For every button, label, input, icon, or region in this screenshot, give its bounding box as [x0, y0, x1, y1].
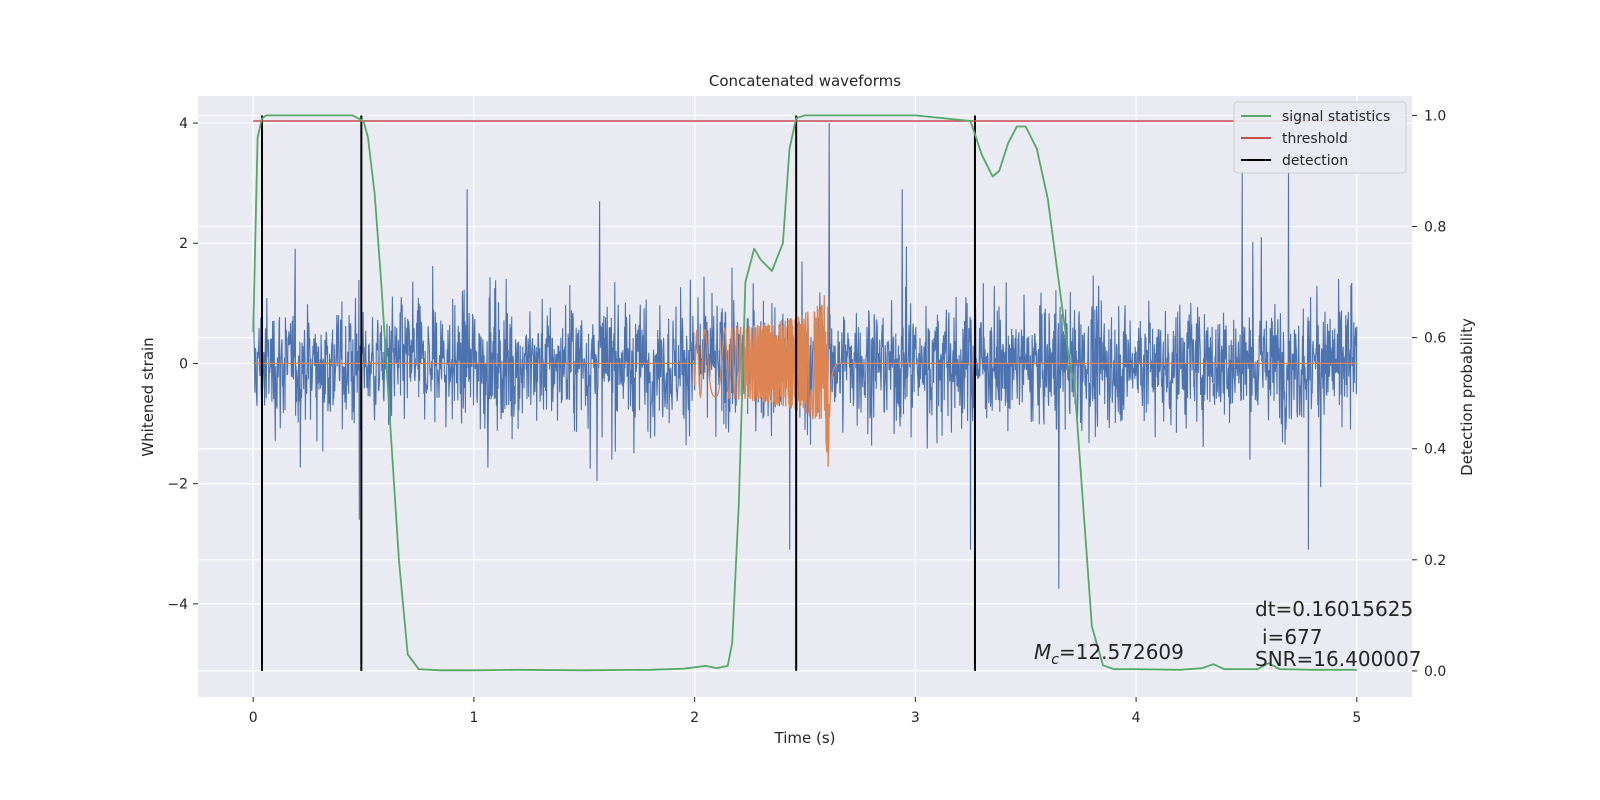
y-tick-label-left: 2 [179, 236, 188, 252]
y-tick-label-right: 0.4 [1424, 442, 1446, 458]
x-tick-label: 2 [690, 710, 699, 726]
x-tick-label: 4 [1132, 710, 1141, 726]
x-tick-label: 1 [469, 710, 478, 726]
annotation-dt: dt=0.16015625 [1255, 597, 1413, 621]
annotation-snr: SNR=16.400007 [1255, 647, 1421, 671]
y-tick-label-left: 0 [179, 356, 188, 372]
y-tick-label-right: 0.2 [1424, 553, 1446, 569]
legend: signal statistics threshold detection [1233, 101, 1407, 174]
y-tick-label-right: 0.8 [1424, 220, 1446, 236]
x-tick-label: 3 [911, 710, 920, 726]
series-whitened-strain-line [252, 122, 1358, 589]
annotation-chirp-mass: Mc=12.572609 [1034, 640, 1184, 668]
mc-value: =12.572609 [1059, 640, 1184, 664]
x-tick-label: 5 [1352, 710, 1361, 726]
legend-label-signal-statistics: signal statistics [1282, 109, 1390, 125]
x-axis-label: Time (s) [774, 729, 836, 747]
y-axis-label-left: Whitened strain [139, 337, 157, 456]
ticks: 0 1 2 3 4 5 −4 −2 0 2 4 0.0 0.2 0.4 0.6 0.8 1.0 [167, 108, 1446, 726]
mc-symbol: M [1034, 640, 1051, 664]
y-tick-label-right: 0.0 [1424, 664, 1446, 680]
y-tick-label-right: 1.0 [1424, 108, 1446, 124]
series-template-waveform-line [253, 295, 1357, 467]
annotation-index: i=677 [1262, 625, 1323, 649]
y-tick-label-left: −4 [167, 597, 188, 613]
x-tick-label: 0 [249, 710, 258, 726]
chart-title: Concatenated waveforms [709, 72, 901, 90]
series-signal-statistics-line [252, 114, 1357, 672]
y-axis-label-right: Detection probability [1458, 318, 1476, 476]
y-tick-label-left: −2 [167, 477, 188, 493]
legend-box [1233, 101, 1407, 174]
legend-label-threshold: threshold [1282, 131, 1348, 147]
y-tick-label-left: 4 [179, 116, 188, 132]
mc-subscript: c [1051, 652, 1059, 668]
legend-label-detection: detection [1282, 153, 1348, 169]
series-layer [252, 114, 1358, 672]
y-tick-label-right: 0.6 [1424, 331, 1446, 347]
